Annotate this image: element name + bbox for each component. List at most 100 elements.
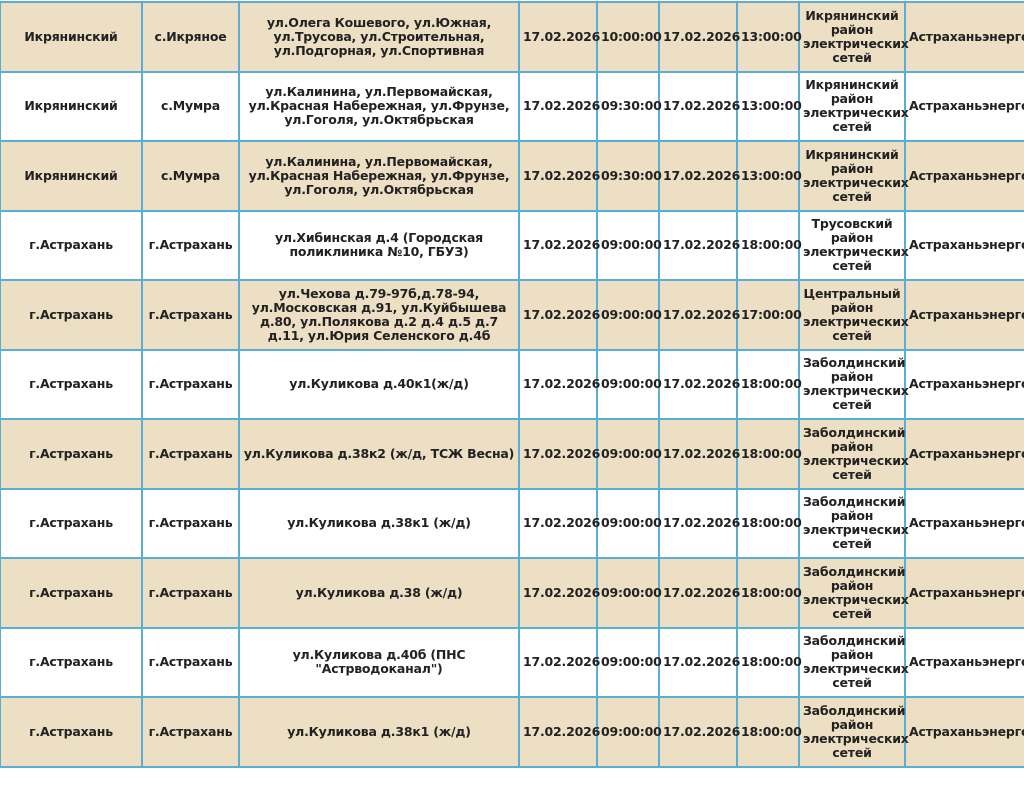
cell-streets: ул.Куликова д.38к1 (ж/д) — [238, 487, 520, 559]
cell-locality: с.Икряное — [141, 1, 240, 73]
cell-end-time: 18:00:00 — [736, 557, 802, 629]
cell-unit: Заболдинский район электрических сетей — [798, 696, 909, 768]
cell-end-time: 18:00:00 — [736, 348, 802, 420]
cell-end-date: 17.02.2026 — [658, 418, 740, 490]
cell-end-date: 17.02.2026 — [658, 557, 740, 629]
cell-start-date: 17.02.2026 — [518, 487, 600, 559]
cell-district: Икрянинский — [0, 140, 143, 212]
cell-unit: Заболдинский район электрических сетей — [798, 487, 909, 559]
cell-end-time: 17:00:00 — [736, 279, 802, 351]
cell-district: г.Астрахань — [0, 696, 143, 768]
cell-unit: Икрянинский район электрических сетей — [798, 70, 909, 142]
cell-start-time: 09:00:00 — [596, 487, 662, 559]
table-row: Икрянинский с.Мумра ул.Калинина, ул.Первом… — [0, 140, 1024, 212]
cell-end-time: 13:00:00 — [736, 70, 802, 142]
cell-district: г.Астрахань — [0, 348, 143, 420]
cell-district: г.Астрахань — [0, 209, 143, 281]
cell-streets: ул.Куликова д.40к1(ж/д) — [238, 348, 520, 420]
cell-company: Астраханьэнерго — [904, 626, 1024, 698]
outage-table: Икрянинский с.Икряное ул.Олега Кошевого, у… — [0, 1, 1024, 768]
cell-end-time: 18:00:00 — [736, 696, 802, 768]
cell-streets: ул.Олега Кошевого, ул.Южная, ул.Трусова,… — [238, 1, 520, 73]
cell-end-time: 18:00:00 — [736, 487, 802, 559]
cell-start-date: 17.02.2026 — [518, 70, 600, 142]
cell-unit: Заболдинский район электрических сетей — [798, 348, 909, 420]
cell-start-date: 17.02.2026 — [518, 696, 600, 768]
cell-end-time: 13:00:00 — [736, 140, 802, 212]
cell-end-date: 17.02.2026 — [658, 140, 740, 212]
cell-unit: Заболдинский район электрических сетей — [798, 418, 909, 490]
cell-company: Астраханьэнерго — [904, 209, 1024, 281]
cell-company: Астраханьэнерго — [904, 418, 1024, 490]
table-row: Икрянинский с.Мумра ул.Калинина, ул.Первом… — [0, 70, 1024, 142]
cell-streets: ул.Куликова д.38к2 (ж/д, ТСЖ Весна) — [238, 418, 520, 490]
cell-company: Астраханьэнерго — [904, 348, 1024, 420]
cell-end-date: 17.02.2026 — [658, 348, 740, 420]
cell-locality: г.Астрахань — [141, 557, 240, 629]
cell-end-date: 17.02.2026 — [658, 696, 740, 768]
cell-locality: г.Астрахань — [141, 209, 240, 281]
table-row: г.Астрахань г.Астрахань ул.Куликова д.38к1… — [0, 696, 1024, 768]
cell-end-date: 17.02.2026 — [658, 1, 740, 73]
table-row: г.Астрахань г.Астрахань ул.Хибинская д.4 (… — [0, 209, 1024, 281]
cell-locality: с.Мумра — [141, 70, 240, 142]
cell-locality: г.Астрахань — [141, 279, 240, 351]
cell-start-date: 17.02.2026 — [518, 209, 600, 281]
cell-streets: ул.Хибинская д.4 (Городская поликлиника … — [238, 209, 520, 281]
cell-company: Астраханьэнерго — [904, 140, 1024, 212]
cell-locality: г.Астрахань — [141, 487, 240, 559]
cell-district: г.Астрахань — [0, 557, 143, 629]
cell-streets: ул.Куликова д.38к1 (ж/д) — [238, 696, 520, 768]
cell-start-time: 09:00:00 — [596, 348, 662, 420]
cell-start-time: 09:00:00 — [596, 279, 662, 351]
cell-start-date: 17.02.2026 — [518, 626, 600, 698]
cell-end-time: 18:00:00 — [736, 626, 802, 698]
cell-locality: г.Астрахань — [141, 418, 240, 490]
cell-start-time: 10:00:00 — [596, 1, 662, 73]
cell-unit: Икрянинский район электрических сетей — [798, 1, 909, 73]
cell-company: Астраханьэнерго — [904, 279, 1024, 351]
cell-start-date: 17.02.2026 — [518, 140, 600, 212]
cell-unit: Икрянинский район электрических сетей — [798, 140, 909, 212]
cell-start-time: 09:00:00 — [596, 418, 662, 490]
cell-district: г.Астрахань — [0, 279, 143, 351]
table-row: г.Астрахань г.Астрахань ул.Чехова д.79-97б… — [0, 279, 1024, 351]
cell-locality: г.Астрахань — [141, 626, 240, 698]
table-row: г.Астрахань г.Астрахань ул.Куликова д.40к1… — [0, 348, 1024, 420]
cell-unit: Трусовский район электрических сетей — [798, 209, 909, 281]
cell-unit: Центральный район электрических сетей — [798, 279, 909, 351]
cell-end-date: 17.02.2026 — [658, 70, 740, 142]
table-row: г.Астрахань г.Астрахань ул.Куликова д.38 (… — [0, 557, 1024, 629]
table-row: г.Астрахань г.Астрахань ул.Куликова д.38к2… — [0, 418, 1024, 490]
cell-company: Астраханьэнерго — [904, 1, 1024, 73]
table-row: Икрянинский с.Икряное ул.Олега Кошевого, у… — [0, 1, 1024, 73]
cell-start-time: 09:30:00 — [596, 140, 662, 212]
cell-end-date: 17.02.2026 — [658, 487, 740, 559]
cell-district: г.Астрахань — [0, 487, 143, 559]
cell-start-date: 17.02.2026 — [518, 1, 600, 73]
cell-streets: ул.Куликова д.40б (ПНС "Астрводоканал") — [238, 626, 520, 698]
cell-end-time: 13:00:00 — [736, 1, 802, 73]
cell-end-time: 18:00:00 — [736, 418, 802, 490]
cell-locality: г.Астрахань — [141, 348, 240, 420]
cell-company: Астраханьэнерго — [904, 487, 1024, 559]
cell-streets: ул.Куликова д.38 (ж/д) — [238, 557, 520, 629]
cell-end-date: 17.02.2026 — [658, 279, 740, 351]
cell-district: Икрянинский — [0, 1, 143, 73]
cell-start-time: 09:00:00 — [596, 626, 662, 698]
cell-end-date: 17.02.2026 — [658, 626, 740, 698]
cell-district: Икрянинский — [0, 70, 143, 142]
table-row: г.Астрахань г.Астрахань ул.Куликова д.38к1… — [0, 487, 1024, 559]
cell-district: г.Астрахань — [0, 418, 143, 490]
cell-company: Астраханьэнерго — [904, 696, 1024, 768]
cell-streets: ул.Калинина, ул.Первомайская, ул.Красная… — [238, 140, 520, 212]
cell-company: Астраханьэнерго — [904, 557, 1024, 629]
cell-start-time: 09:00:00 — [596, 557, 662, 629]
cell-end-date: 17.02.2026 — [658, 209, 740, 281]
cell-district: г.Астрахань — [0, 626, 143, 698]
cell-start-time: 09:00:00 — [596, 696, 662, 768]
cell-start-time: 09:00:00 — [596, 209, 662, 281]
cell-company: Астраханьэнерго — [904, 70, 1024, 142]
cell-end-time: 18:00:00 — [736, 209, 802, 281]
cell-start-date: 17.02.2026 — [518, 348, 600, 420]
